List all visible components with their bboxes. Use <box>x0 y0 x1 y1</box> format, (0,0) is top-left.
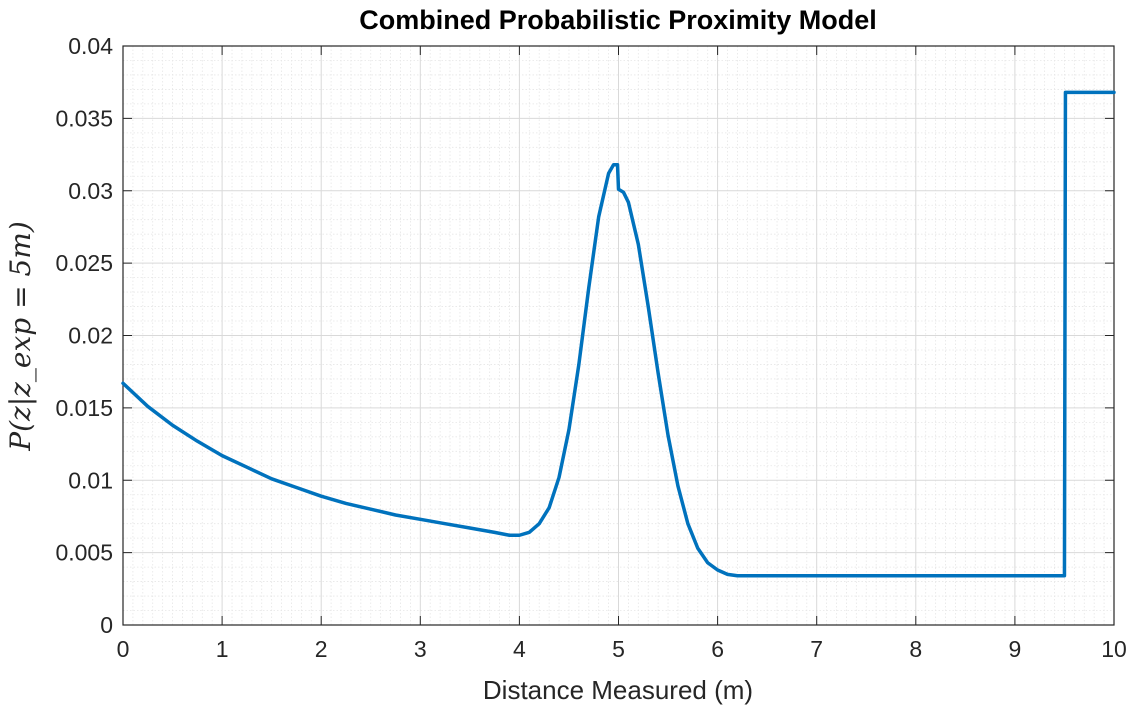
x-tick-label: 8 <box>909 636 922 662</box>
chart-title: Combined Probabilistic Proximity Model <box>359 5 877 35</box>
x-tick-label: 4 <box>513 636 526 662</box>
y-tick-label: 0.04 <box>68 33 113 59</box>
x-axis-label: Distance Measured (m) <box>483 675 753 705</box>
x-tick-label: 0 <box>117 636 130 662</box>
major-grid <box>122 45 1115 626</box>
y-tick-label: 0.015 <box>55 395 113 421</box>
y-tick-label: 0.035 <box>55 105 113 131</box>
x-tick-label: 5 <box>612 636 625 662</box>
y-tick-label: 0.005 <box>55 540 113 566</box>
y-tick-label: 0 <box>100 612 113 638</box>
minor-grid <box>123 46 1114 625</box>
x-tick-label: 1 <box>216 636 229 662</box>
tick-marks <box>122 45 1115 626</box>
x-tick-label: 3 <box>414 636 427 662</box>
series-line <box>121 90 1116 578</box>
y-tick-label: 0.025 <box>55 250 113 276</box>
y-tick-labels: 0 0.005 0.01 0.015 0.02 0.025 0.03 0.035 0.04 <box>55 33 113 638</box>
y-tick-label: 0.02 <box>68 323 113 349</box>
x-tick-label: 10 <box>1101 636 1127 662</box>
x-tick-label: 9 <box>1009 636 1022 662</box>
y-tick-label: 0.01 <box>68 467 113 493</box>
x-tick-labels: 0 1 2 3 4 5 6 7 8 9 10 <box>117 636 1127 662</box>
y-tick-label: 0.03 <box>68 178 113 204</box>
y-axis-label: P(z|z_exp = 5m) <box>4 221 37 452</box>
x-tick-label: 7 <box>810 636 823 662</box>
x-tick-label: 6 <box>711 636 724 662</box>
x-tick-label: 2 <box>315 636 328 662</box>
